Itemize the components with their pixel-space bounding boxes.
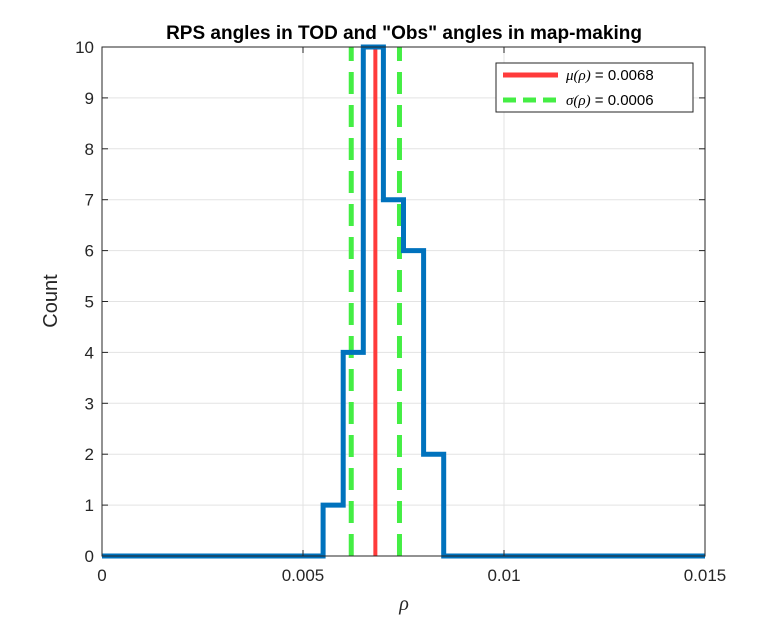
y-tick-label-7: 7 [85, 191, 94, 210]
y-tick-label-8: 8 [85, 140, 94, 159]
y-tick-label-6: 6 [85, 242, 94, 261]
legend-sigma-label: σ(ρ) = 0.0006 [566, 92, 654, 109]
y-axis-ticks: 0 1 2 3 4 5 6 7 8 9 10 [75, 38, 705, 566]
legend-mean-label: μ(ρ) = 0.0068 [565, 67, 654, 84]
legend-box [495, 62, 694, 113]
sigma-lines [348, 47, 402, 556]
x-tick-label-0: 0 [97, 566, 106, 585]
y-tick-label-4: 4 [85, 343, 94, 362]
x-tick-label-3: 0.015 [684, 566, 727, 585]
legend: μ(ρ) = 0.0068 σ(ρ) = 0.0006 [495, 62, 694, 113]
histogram [102, 44, 705, 559]
x-tick-label-1: 0.005 [282, 566, 325, 585]
x-tick-label-2: 0.01 [487, 566, 520, 585]
y-tick-label-9: 9 [85, 89, 94, 108]
y-tick-label-5: 5 [85, 293, 94, 312]
x-axis-label: ρ [398, 593, 409, 615]
chart-title: RPS angles in TOD and "Obs" angles in ma… [166, 23, 642, 44]
y-tick-label-10: 10 [75, 38, 94, 57]
y-tick-label-2: 2 [85, 445, 94, 464]
y-axis-label: Count [40, 274, 62, 328]
histogram-outline [102, 44, 705, 559]
y-tick-label-3: 3 [85, 394, 94, 413]
y-tick-label-1: 1 [85, 496, 94, 515]
y-tick-label-0: 0 [85, 547, 94, 566]
x-axis-ticks: 0 0.005 0.01 0.015 [97, 47, 726, 585]
